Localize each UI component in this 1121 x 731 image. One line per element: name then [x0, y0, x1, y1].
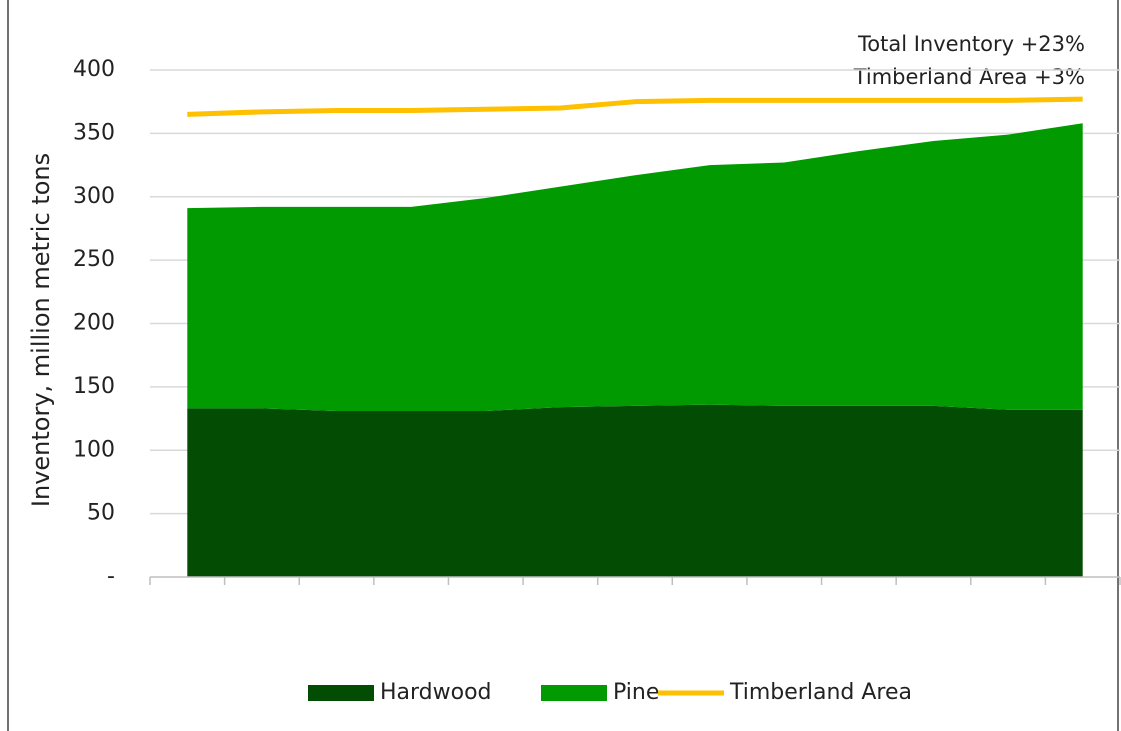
- y-tick-label: 300: [73, 184, 115, 209]
- y-tick-label: 400: [73, 57, 115, 82]
- y-tick-label: 150: [73, 374, 115, 399]
- y-tick-label: 350: [73, 120, 115, 145]
- legend-swatch: [541, 685, 607, 701]
- y-tick-label: 100: [73, 437, 115, 462]
- area: [187, 404, 1083, 577]
- y-tick-label: 200: [73, 311, 115, 336]
- area: [187, 123, 1083, 411]
- y-axis-title: Inventory, million metric tons: [27, 153, 55, 507]
- y-tick-label: -: [107, 564, 115, 589]
- legend-label: Hardwood: [380, 680, 492, 705]
- annotation: Timberland Area +3%: [853, 65, 1085, 89]
- annotation: Total Inventory +23%: [857, 32, 1085, 56]
- legend-swatch: [308, 685, 374, 701]
- line: [187, 96, 1083, 117]
- legend-label: Timberland Area: [729, 680, 912, 705]
- y-tick-label: 250: [73, 247, 115, 272]
- legend-label: Pine: [613, 680, 659, 705]
- y-tick-label: 50: [87, 501, 115, 526]
